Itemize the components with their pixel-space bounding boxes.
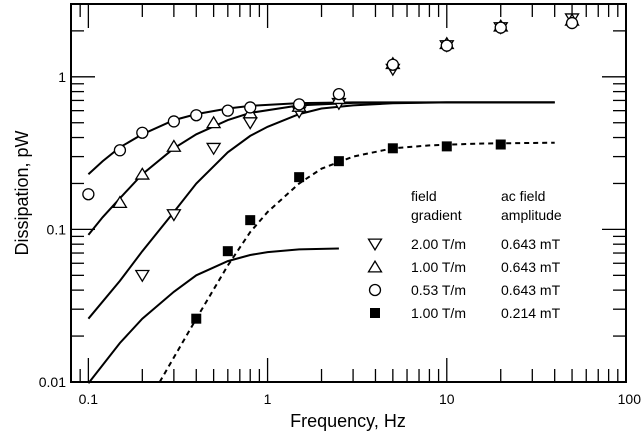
marker-square <box>388 143 398 153</box>
fit-curve <box>88 102 554 318</box>
legend-header-gradient: gradient <box>411 207 462 223</box>
marker-circle <box>567 18 578 29</box>
legend-gradient: 2.00 T/m <box>411 236 466 252</box>
marker-square <box>294 172 304 182</box>
marker-square <box>496 140 506 150</box>
legend-gradient: 1.00 T/m <box>411 305 466 321</box>
fit-curve <box>88 102 554 174</box>
data-markers <box>83 14 579 324</box>
y-axis-label: Dissipation, pW <box>12 130 32 255</box>
marker-triangle-up <box>369 261 382 272</box>
marker-square <box>442 141 452 151</box>
marker-circle <box>495 22 506 33</box>
marker-square <box>245 215 255 225</box>
marker-circle <box>370 285 381 296</box>
x-tick-label: 1 <box>264 391 272 407</box>
marker-circle <box>333 89 344 100</box>
legend-amplitude: 0.643 mT <box>501 259 561 275</box>
marker-circle <box>114 145 125 156</box>
marker-circle <box>245 102 256 113</box>
x-tick-label: 0.1 <box>79 391 99 407</box>
marker-circle <box>441 40 452 51</box>
marker-circle <box>294 99 305 110</box>
legend: field gradient ac field amplitude 2.00 T… <box>369 188 562 321</box>
marker-circle <box>387 59 398 70</box>
marker-circle <box>222 105 233 116</box>
legend-amplitude: 0.214 mT <box>501 305 561 321</box>
y-tick-label: 1 <box>58 69 66 85</box>
legend-gradient: 0.53 T/m <box>411 282 466 298</box>
legend-gradient: 1.00 T/m <box>411 259 466 275</box>
legend-header-amplitude: amplitude <box>501 207 562 223</box>
legend-header-acfield: ac field <box>501 188 545 204</box>
marker-circle <box>83 189 94 200</box>
fit-curve <box>88 249 339 384</box>
marker-triangle-down <box>207 143 220 154</box>
marker-circle <box>191 110 202 121</box>
legend-header-field: field <box>411 188 437 204</box>
x-tick-label: 10 <box>439 391 455 407</box>
marker-square <box>223 246 233 256</box>
marker-triangle-down <box>244 118 257 129</box>
marker-square <box>370 308 380 318</box>
legend-amplitude: 0.643 mT <box>501 236 561 252</box>
y-tick-label: 0.1 <box>47 221 67 237</box>
fit-curve-dashed <box>160 143 555 382</box>
y-tick-label: 0.01 <box>39 374 66 390</box>
x-axis-label: Frequency, Hz <box>290 411 406 431</box>
marker-triangle-up <box>207 117 220 128</box>
x-tick-label: 100 <box>618 391 641 407</box>
marker-circle <box>168 116 179 127</box>
marker-triangle-down <box>369 239 382 250</box>
fit-curves <box>88 102 554 383</box>
marker-triangle-down <box>136 270 149 281</box>
legend-rows: 2.00 T/m 0.643 mT 1.00 T/m 0.643 mT 0.53 T/m… <box>369 236 561 321</box>
marker-circle <box>137 127 148 138</box>
marker-square <box>334 156 344 166</box>
legend-amplitude: 0.643 mT <box>501 282 561 298</box>
marker-square <box>191 314 201 324</box>
